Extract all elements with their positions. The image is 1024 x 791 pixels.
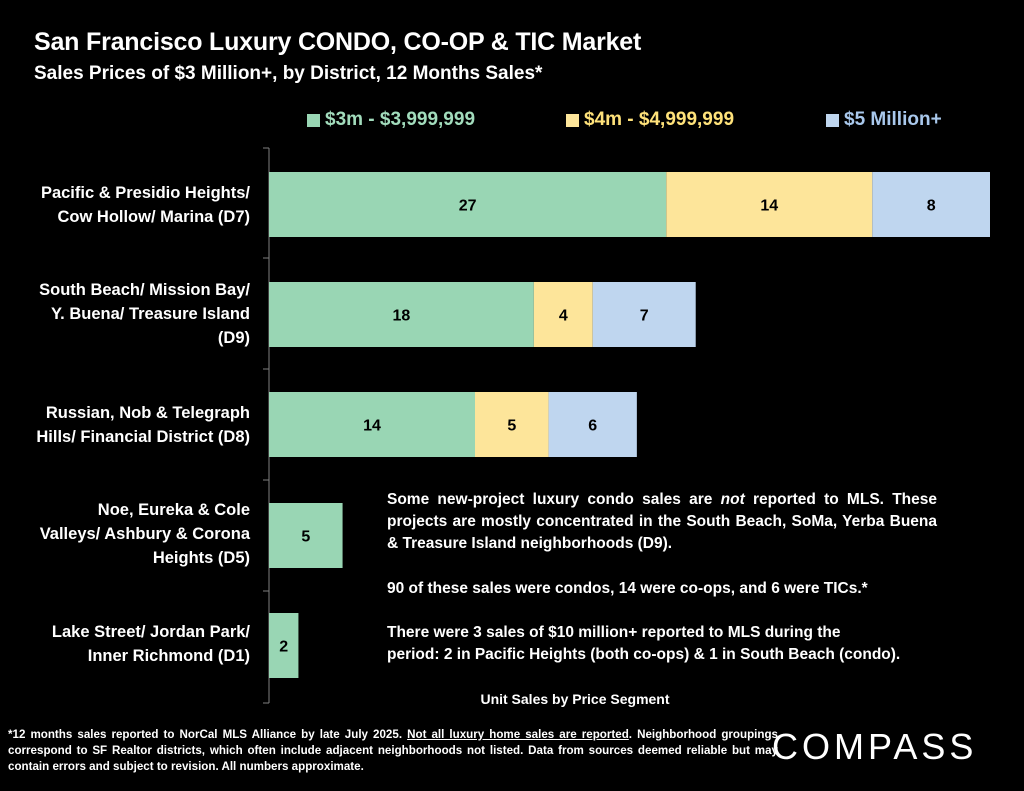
category-label-line: Valleys/ Ashbury & Corona [39,525,250,543]
bar-value-label: 6 [588,418,597,435]
category-label-d9: South Beach/ Mission Bay/ Y. Buena/ Trea… [0,278,250,350]
category-label-line: Pacific & Presidio Heights/ [40,184,250,202]
bar-segment-1 [269,613,299,678]
compass-logo: COMPASS [772,726,978,767]
bar-value-label: 14 [363,418,381,435]
bar-segment-1 [269,282,534,347]
bar-value-label: 18 [393,308,411,325]
legend-label-seg2: $4m - $4,999,999 [584,109,735,130]
category-label-line: Hills/ Financial District (D8) [36,428,250,446]
category-label-line: South Beach/ Mission Bay/ [39,281,250,299]
note-unreported-sales: Some new-project luxury condo sales are … [387,489,937,555]
legend-label-seg1: $3m - $3,999,999 [325,109,476,130]
bar-value-label: 5 [507,418,516,435]
legend-item-seg2: $4m - $4,999,999 [566,109,734,131]
bar-segment-2 [666,172,873,237]
category-label-d8: Russian, Nob & Telegraph Hills/ Financia… [0,401,250,449]
category-label-line: (D9) [217,329,250,347]
note-line: There were 3 sales of $10 million+ repor… [387,624,841,641]
category-label-line: Heights (D5) [152,549,250,567]
footnote-underlined-text: Not all luxury home sales are reported [407,728,629,741]
category-label-line: Cow Hollow/ Marina (D7) [57,208,250,226]
bar-value-label: 8 [927,198,936,215]
footnote: *12 months sales reported to NorCal MLS … [8,727,778,775]
note-line: period: 2 in Pacific Heights (both co-op… [387,646,901,663]
category-label-line: Inner Richmond (D1) [87,647,250,665]
note-property-types: 90 of these sales were condos, 14 were c… [387,580,868,597]
bar-value-label: 2 [279,639,288,656]
category-label-line: Noe, Eureka & Cole [97,501,250,519]
bar-value-label: 14 [760,198,778,215]
note-text: Some new-project luxury condo sales are [387,491,721,508]
footnote-text: . Neighborhood groupings correspond to S… [8,728,779,773]
bar-segment-1 [269,172,667,237]
bar-segment-3 [592,282,696,347]
note-text: reported to MLS. These projects are most… [387,491,937,552]
category-label-d5: Noe, Eureka & Cole Valleys/ Ashbury & Co… [0,498,250,570]
bar-value-label: 5 [301,529,310,546]
bar-value-label: 27 [459,198,477,215]
bar-segment-1 [269,503,343,568]
bar-segment-2 [475,392,549,457]
category-label-d7: Pacific & Presidio Heights/ Cow Hollow/ … [0,181,250,229]
category-label-line: Lake Street/ Jordan Park/ [51,623,250,641]
bar-value-label: 7 [640,308,649,325]
x-axis-label: Unit Sales by Price Segment [480,691,670,707]
bar-value-label: 4 [559,308,568,325]
bar-segment-3 [872,172,990,237]
legend-item-seg1: $3m - $3,999,999 [307,109,475,131]
category-label-d1: Lake Street/ Jordan Park/ Inner Richmond… [0,620,250,668]
legend-label-seg3: $5 Million+ [844,109,942,130]
chart-title: San Francisco Luxury CONDO, CO-OP & TIC … [34,28,642,56]
legend-item-seg3: $5 Million+ [826,109,942,131]
chart-subtitle: Sales Prices of $3 Million+, by District… [34,63,543,84]
legend-swatch-seg3 [826,113,839,127]
note-emphasis: not [720,491,745,508]
legend-swatch-seg2 [566,113,579,127]
category-label-line: Y. Buena/ Treasure Island [51,305,250,323]
bar-segment-1 [269,392,475,457]
bar-segment-3 [548,392,637,457]
bar-segment-2 [533,282,593,347]
note-ten-million-sales: There were 3 sales of $10 million+ repor… [387,622,937,666]
legend-swatch-seg1 [307,113,320,127]
category-label-line: Russian, Nob & Telegraph [45,404,250,422]
footnote-text: *12 months sales reported to NorCal MLS … [8,728,408,741]
